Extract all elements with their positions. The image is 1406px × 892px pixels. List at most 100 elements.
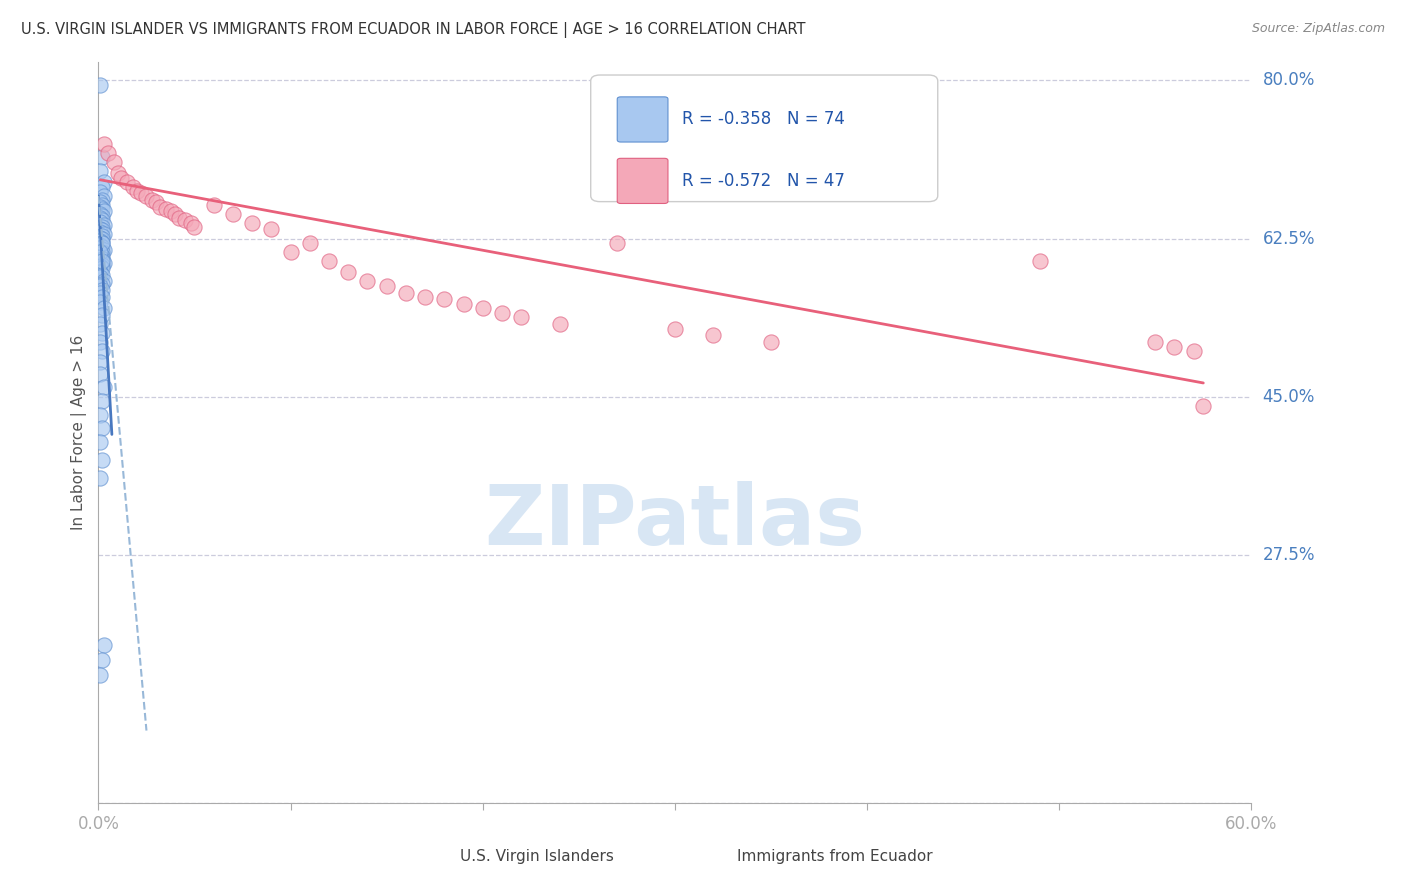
- FancyBboxPatch shape: [419, 846, 449, 865]
- Point: [110, 171, 132, 186]
- Point: [183, 219, 205, 234]
- Point: [89, 294, 111, 309]
- Text: R = -0.572   N = 47: R = -0.572 N = 47: [682, 172, 845, 190]
- Text: ZIPatlas: ZIPatlas: [485, 481, 865, 562]
- Point: [91, 245, 114, 260]
- Point: [89, 221, 111, 235]
- Point: [89, 186, 111, 200]
- FancyBboxPatch shape: [696, 846, 725, 865]
- Point: [89, 242, 111, 256]
- Point: [89, 251, 111, 265]
- Point: [1182, 344, 1205, 359]
- Point: [1192, 399, 1215, 413]
- Point: [93, 227, 115, 241]
- Text: U.S. VIRGIN ISLANDER VS IMMIGRANTS FROM ECUADOR IN LABOR FORCE | AGE > 16 CORREL: U.S. VIRGIN ISLANDER VS IMMIGRANTS FROM …: [21, 22, 806, 38]
- Text: 80.0%: 80.0%: [1263, 71, 1315, 89]
- Point: [375, 279, 398, 293]
- Point: [702, 328, 724, 343]
- Point: [93, 136, 115, 151]
- Point: [89, 195, 111, 210]
- Point: [91, 209, 114, 223]
- Point: [298, 235, 321, 250]
- Text: R = -0.358   N = 74: R = -0.358 N = 74: [682, 111, 845, 128]
- Point: [413, 290, 436, 304]
- Point: [91, 213, 114, 227]
- Point: [453, 297, 475, 311]
- Point: [89, 434, 111, 449]
- Text: Immigrants from Ecuador: Immigrants from Ecuador: [737, 848, 932, 863]
- Point: [222, 207, 245, 221]
- Point: [89, 245, 111, 260]
- Point: [89, 279, 111, 293]
- Point: [91, 219, 114, 234]
- Point: [1144, 335, 1167, 350]
- Point: [89, 254, 111, 268]
- Point: [91, 252, 114, 267]
- Point: [91, 180, 114, 194]
- Point: [260, 222, 283, 236]
- Point: [155, 202, 177, 216]
- Point: [91, 249, 114, 263]
- Point: [510, 310, 533, 324]
- Point: [93, 274, 115, 288]
- Point: [89, 667, 111, 681]
- Point: [89, 367, 111, 381]
- Point: [91, 308, 114, 322]
- Point: [91, 452, 114, 467]
- Point: [93, 638, 115, 652]
- Point: [91, 277, 114, 291]
- Point: [93, 256, 115, 270]
- Point: [606, 235, 628, 250]
- Point: [91, 258, 114, 272]
- Point: [89, 247, 111, 261]
- Point: [280, 245, 302, 260]
- Point: [180, 216, 202, 230]
- Point: [93, 189, 115, 203]
- Point: [395, 285, 418, 300]
- Point: [160, 204, 183, 219]
- Point: [89, 408, 111, 422]
- Point: [91, 193, 114, 207]
- Point: [89, 237, 111, 252]
- Point: [240, 216, 263, 230]
- Point: [89, 225, 111, 239]
- Point: [122, 180, 145, 194]
- Point: [93, 218, 115, 232]
- Point: [141, 193, 163, 207]
- Point: [91, 228, 114, 243]
- Point: [89, 335, 111, 350]
- Point: [91, 254, 114, 268]
- Point: [759, 335, 782, 350]
- Text: Source: ZipAtlas.com: Source: ZipAtlas.com: [1251, 22, 1385, 36]
- Point: [91, 239, 114, 253]
- Point: [664, 322, 686, 336]
- Point: [89, 78, 111, 92]
- Point: [89, 471, 111, 485]
- Point: [93, 301, 115, 315]
- Point: [91, 344, 114, 359]
- Point: [91, 235, 114, 250]
- Text: U.S. Virgin Islanders: U.S. Virgin Islanders: [460, 848, 614, 863]
- Point: [202, 198, 225, 212]
- Point: [91, 261, 114, 276]
- Point: [145, 195, 167, 210]
- Y-axis label: In Labor Force | Age > 16: In Labor Force | Age > 16: [72, 335, 87, 530]
- Point: [125, 184, 148, 198]
- Point: [107, 165, 129, 179]
- Point: [91, 290, 114, 304]
- Point: [117, 175, 139, 189]
- Text: 45.0%: 45.0%: [1263, 387, 1315, 406]
- Point: [93, 175, 115, 189]
- Point: [91, 150, 114, 164]
- Point: [129, 186, 152, 201]
- Point: [167, 211, 190, 225]
- Point: [491, 306, 513, 320]
- Point: [356, 274, 378, 288]
- Point: [91, 223, 114, 237]
- Point: [91, 421, 114, 435]
- Point: [91, 268, 114, 282]
- Point: [149, 200, 172, 214]
- Point: [318, 254, 340, 268]
- Point: [89, 355, 111, 369]
- Point: [91, 232, 114, 246]
